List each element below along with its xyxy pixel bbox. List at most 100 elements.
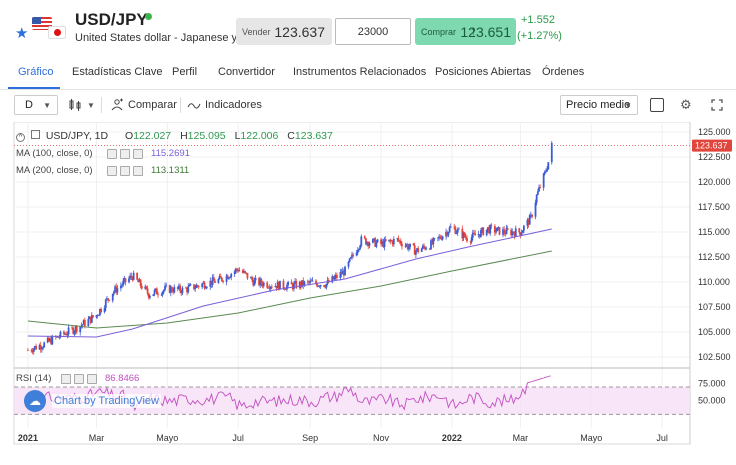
candle-body	[258, 277, 260, 286]
indicators-icon	[187, 103, 201, 109]
buy-button[interactable]: Comprar ↑ 123.651	[415, 18, 516, 45]
settings-icon[interactable]	[74, 373, 84, 384]
candles-icon	[69, 99, 81, 111]
candle-body	[478, 234, 481, 237]
candle-body	[252, 280, 255, 286]
candle-body	[490, 225, 493, 226]
eye-icon[interactable]	[107, 148, 117, 159]
candle-body	[392, 238, 395, 245]
candle-body	[287, 281, 290, 286]
chart-type-button[interactable]: ▼	[68, 96, 95, 114]
sell-button[interactable]: Vender 123.637	[236, 18, 332, 45]
x-tick-label: Mar	[89, 433, 105, 443]
candle-body	[162, 290, 165, 292]
candle-body	[83, 320, 86, 326]
candle-body	[112, 291, 115, 294]
candle-body	[331, 276, 334, 283]
candle-body	[178, 285, 180, 289]
eye-icon[interactable]	[61, 373, 71, 384]
candle-body	[309, 280, 312, 283]
tab-estadisticas-clave[interactable]: Estadísticas Clave	[72, 66, 163, 78]
candle-body	[384, 239, 387, 242]
buy-price: 123.651	[460, 24, 511, 40]
candle-body	[294, 281, 296, 284]
candle-body	[237, 270, 240, 272]
settings-icon[interactable]: ⚙	[680, 97, 692, 112]
square-icon[interactable]	[650, 98, 664, 112]
candle-body	[519, 232, 522, 236]
candle-body	[147, 293, 150, 298]
chevron-down-icon: ▼	[87, 100, 95, 110]
candle-body	[308, 281, 310, 283]
close-icon[interactable]	[133, 148, 143, 159]
candle-body	[180, 291, 183, 294]
candle-body	[268, 287, 271, 289]
tradingview-watermark[interactable]: ☁ Chart by TradingView	[24, 390, 161, 412]
candle-body	[366, 242, 368, 245]
candle-body	[449, 226, 452, 228]
candle-body	[336, 274, 338, 278]
tab-ordenes[interactable]: Órdenes	[542, 66, 585, 78]
candle-body	[408, 247, 410, 250]
favorite-star-icon[interactable]: ★	[15, 25, 29, 42]
collapse-icon[interactable]	[30, 130, 40, 139]
tab-convertidor[interactable]: Convertidor	[218, 66, 275, 78]
candle-body	[332, 276, 335, 280]
settings-icon[interactable]	[120, 148, 130, 159]
candle-body	[543, 171, 546, 174]
candle-body	[381, 241, 384, 244]
candle-body	[481, 227, 483, 231]
price-chart[interactable]: 2021 Mar Mayo Jul Sep Nov 2022 Mar Mayo Jul 125.00…	[10, 121, 736, 460]
candle-body	[505, 228, 508, 235]
candle-body	[73, 331, 76, 334]
tab-perfil[interactable]: Perfil	[172, 66, 198, 78]
candle-body	[65, 333, 68, 336]
candle-body	[201, 283, 204, 288]
candle-body	[438, 236, 441, 238]
us-flag-icon	[32, 17, 52, 30]
candle-body	[462, 232, 465, 239]
candle-body	[531, 214, 533, 217]
candle-body	[282, 280, 285, 289]
fullscreen-icon[interactable]	[711, 96, 723, 114]
tab-posiciones-abiertas[interactable]: Posiciones Abiertas	[435, 66, 531, 78]
chevron-up-icon[interactable]: ^	[16, 133, 25, 142]
settings-icon[interactable]	[120, 165, 130, 176]
indicators-button[interactable]: Indicadores	[187, 96, 262, 114]
candle-body	[520, 232, 523, 236]
candle-body	[316, 283, 319, 287]
candle-body	[523, 225, 525, 231]
instrument-tabs: Gráfico Estadísticas Clave Perfil Conver…	[0, 58, 736, 90]
tab-instrumentos-relacionados[interactable]: Instrumentos Relacionados	[293, 66, 427, 78]
quantity-input[interactable]	[335, 18, 411, 45]
tab-grafico[interactable]: Gráfico	[18, 66, 54, 78]
ma100-value: 115.2691	[151, 148, 190, 159]
candle-body	[518, 228, 521, 233]
ma200-label: MA (200, close, 0)	[16, 165, 93, 176]
candle-body	[246, 273, 249, 279]
candle-body	[276, 281, 279, 289]
close-icon[interactable]	[133, 165, 143, 176]
candle-body	[34, 346, 36, 349]
ma200-legend: MA (200, close, 0) 113.1311	[16, 165, 189, 176]
candle-body	[317, 285, 320, 287]
candle-body	[59, 331, 62, 338]
candle-body	[210, 280, 213, 285]
candle-body	[482, 227, 485, 236]
candle-body	[502, 229, 504, 235]
candle-body	[286, 285, 288, 290]
candle-body	[489, 225, 492, 234]
chart-canvas[interactable]: 2021 Mar Mayo Jul Sep Nov 2022 Mar Mayo Jul 125.00…	[10, 121, 736, 460]
close-icon[interactable]	[87, 373, 97, 384]
market-open-indicator	[145, 13, 152, 20]
compare-button[interactable]: Comparar	[110, 96, 177, 114]
candle-body	[363, 236, 366, 239]
eye-icon[interactable]	[107, 165, 117, 176]
candle-body	[404, 245, 407, 247]
price-type-selector[interactable]: Precio medio ▼	[560, 95, 638, 115]
candle-body	[382, 241, 385, 248]
compare-label: Comparar	[128, 99, 177, 111]
candle-body	[254, 277, 257, 281]
interval-selector[interactable]: D ▼	[14, 95, 58, 115]
candle-body	[40, 348, 43, 350]
